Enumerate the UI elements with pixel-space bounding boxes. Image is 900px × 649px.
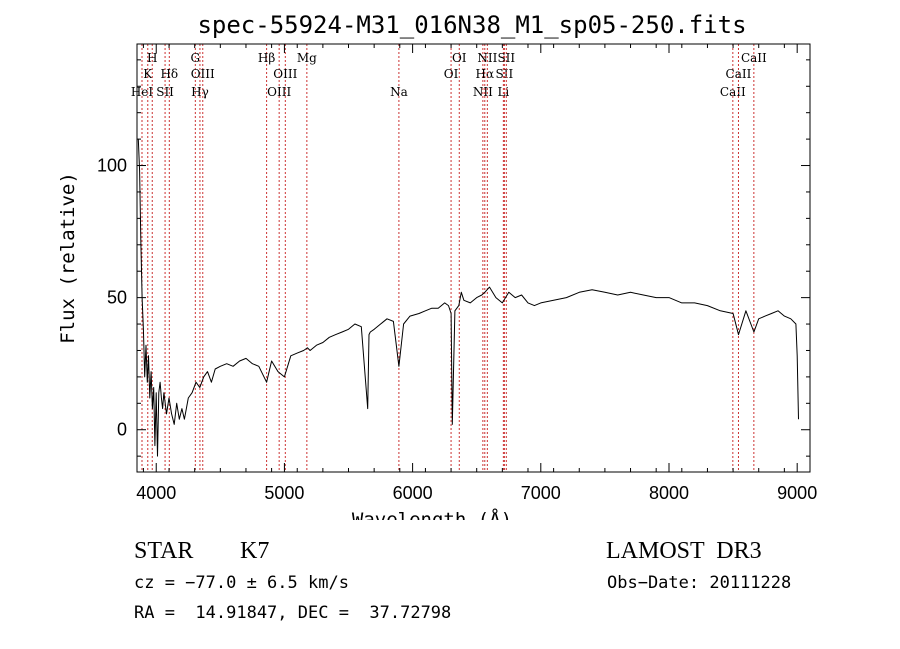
line-marker-label-18: Li [497, 85, 509, 99]
line-marker-label-10: OIII [273, 67, 297, 81]
x-tick-label-2: 6000 [393, 483, 433, 503]
y-axis-label: Flux (relative) [57, 172, 79, 344]
x-tick-label-1: 5000 [264, 483, 304, 503]
chart-title: spec-55924-M31_016N38_M1_sp05-250.fits [197, 11, 746, 39]
x-tick-label-5: 9000 [777, 483, 817, 503]
line-marker-label-20: SII [497, 51, 515, 65]
observation-date: Obs−Date: 20111228 [607, 573, 792, 593]
y-tick-label-1: 50 [107, 288, 127, 308]
line-marker-label-5: G [191, 51, 201, 65]
survey-name: LAMOST DR3 [606, 538, 762, 564]
line-marker-label-14: OI [452, 51, 467, 65]
line-marker-label-0: HeI [131, 85, 154, 99]
line-marker-label-17: NII [477, 51, 497, 65]
flux-series-line [137, 139, 799, 457]
y-tick-label-0: 0 [117, 420, 127, 440]
object-subclass: K7 [240, 538, 270, 564]
line-marker-label-11: Mg [297, 51, 317, 65]
x-tick-label-3: 7000 [521, 483, 561, 503]
flux-series-group [137, 139, 799, 457]
spectrum-chart: spec-55924-M31_016N38_M1_sp05-250.fits H… [57, 11, 817, 520]
line-marker-label-7: OIII [191, 67, 215, 81]
x-axis-label: Wavelength (Å) [352, 508, 512, 520]
line-marker-label-13: OI [444, 67, 459, 81]
line-marker-label-9: OIII [267, 85, 291, 99]
line-markers: HeIKHSIIHδGHγOIIIHβOIIIOIIIMgNaOIOINIIHα… [131, 44, 767, 472]
line-marker-label-16: Hα [475, 67, 494, 81]
line-marker-label-1: K [143, 67, 153, 81]
axis-ticks: 4000 5000 6000 7000 8000 9000 0 50 100 [97, 44, 817, 503]
redshift-cz: cz = −77.0 ± 6.5 km/s [134, 573, 349, 593]
plot-frame [136, 43, 811, 473]
line-marker-label-8: Hβ [258, 51, 275, 65]
line-marker-label-22: CaII [726, 67, 752, 81]
line-marker-label-19: SII [496, 67, 514, 81]
line-marker-label-3: SII [156, 85, 174, 99]
line-marker-label-2: H [147, 51, 157, 65]
line-marker-label-15: NII [473, 85, 493, 99]
line-marker-label-12: Na [390, 85, 408, 99]
line-marker-label-23: CaII [741, 51, 767, 65]
object-class: STAR [134, 538, 194, 564]
line-marker-label-21: CaII [720, 85, 746, 99]
line-marker-label-4: Hδ [160, 67, 178, 81]
y-tick-label-2: 100 [97, 156, 127, 176]
x-tick-label-4: 8000 [649, 483, 689, 503]
ra-dec-coordinates: RA = 14.91847, DEC = 37.72798 [134, 603, 452, 623]
x-tick-label-0: 4000 [136, 483, 176, 503]
line-marker-label-6: Hγ [191, 85, 209, 99]
